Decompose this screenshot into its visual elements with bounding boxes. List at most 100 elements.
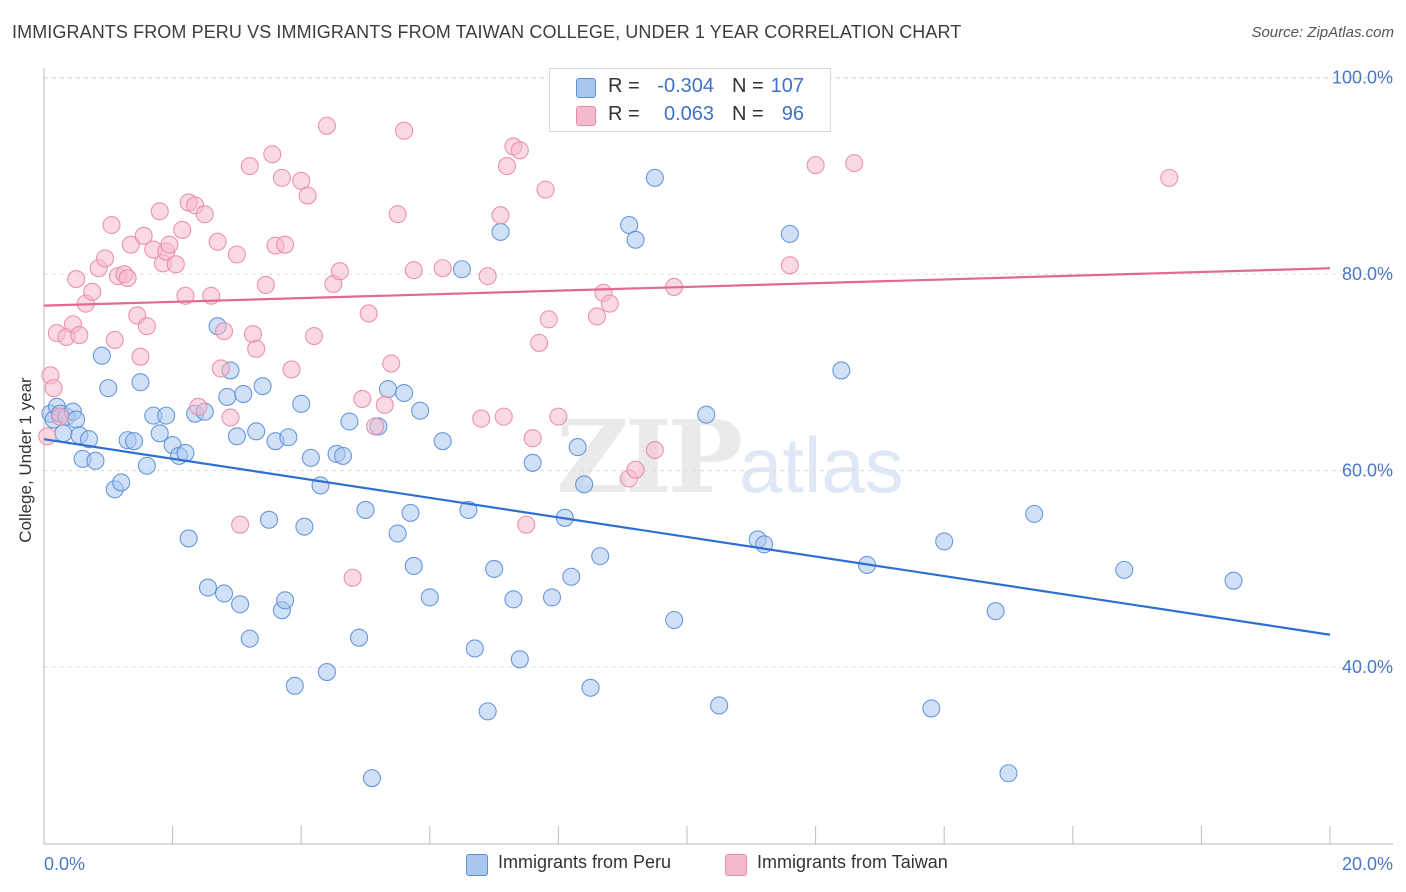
peru-point — [92, 346, 111, 365]
legend-n-value-taiwan: 96 — [781, 103, 804, 125]
taiwan-point — [530, 333, 549, 352]
taiwan-point — [70, 326, 89, 345]
peru-point — [986, 602, 1005, 621]
peru-point — [227, 427, 246, 446]
taiwan-point — [359, 304, 378, 323]
peru-point — [645, 168, 664, 187]
taiwan-point — [214, 322, 234, 341]
taiwan-point — [96, 249, 115, 268]
taiwan-point — [173, 220, 192, 239]
peru-point — [665, 610, 684, 630]
taiwan-point — [353, 389, 372, 408]
taiwan-point — [160, 235, 179, 254]
peru-point — [1115, 560, 1134, 579]
peru-point — [420, 588, 439, 607]
taiwan-point — [282, 360, 301, 379]
taiwan-point — [491, 206, 510, 225]
peru-point — [459, 500, 478, 520]
peru-point — [279, 428, 298, 447]
peru-point — [124, 432, 144, 451]
peru-point — [510, 650, 529, 669]
peru-point — [131, 373, 150, 392]
series-legend-swatch-taiwan — [725, 854, 747, 876]
y-tick-label: 100.0% — [1332, 68, 1393, 88]
peru-point — [301, 448, 320, 467]
peru-point — [198, 578, 218, 597]
trend-line-peru — [43, 438, 1331, 636]
peru-point — [350, 628, 369, 647]
legend-r-value-taiwan: 0.063 — [663, 103, 714, 125]
peru-point — [362, 769, 381, 788]
legend-n-label: N = — [732, 75, 764, 97]
peru-point — [234, 384, 253, 404]
legend-swatch-peru — [576, 78, 596, 98]
trend-line-taiwan — [43, 267, 1331, 307]
taiwan-point — [240, 157, 259, 176]
peru-point — [67, 410, 86, 429]
peru-point — [626, 230, 645, 249]
peru-point — [491, 222, 510, 241]
peru-point — [79, 430, 99, 449]
taiwan-point — [121, 235, 140, 254]
taiwan-point — [330, 262, 349, 281]
peru-point — [247, 422, 266, 441]
taiwan-point — [208, 232, 227, 251]
correlation-legend: R = -0.304 N = 107 R = 0.063 N = 96 — [549, 68, 831, 132]
peru-point — [832, 361, 851, 380]
taiwan-point — [256, 275, 275, 295]
taiwan-point — [118, 269, 137, 288]
taiwan-point — [1160, 168, 1179, 187]
peru-point — [575, 475, 594, 494]
x-tick-label: 0.0% — [44, 854, 85, 874]
taiwan-point — [626, 460, 645, 479]
taiwan-point — [382, 354, 401, 373]
peru-point — [710, 696, 729, 715]
taiwan-point — [38, 427, 57, 446]
taiwan-point — [478, 267, 497, 286]
taiwan-point — [137, 317, 156, 336]
taiwan-point — [404, 261, 423, 280]
peru-point — [86, 451, 105, 470]
peru-point — [231, 595, 250, 614]
taiwan-point — [227, 245, 246, 264]
peru-point — [542, 588, 562, 607]
taiwan-point — [150, 202, 169, 221]
taiwan-point — [549, 407, 568, 426]
peru-point — [333, 446, 353, 465]
peru-point — [276, 591, 295, 610]
taiwan-point — [211, 359, 230, 378]
peru-point — [1025, 504, 1044, 523]
peru-point — [356, 500, 375, 520]
peru-point — [433, 432, 452, 451]
taiwan-point — [510, 141, 529, 160]
taiwan-point — [536, 180, 555, 199]
taiwan-point — [539, 310, 558, 329]
legend-r-label: R = — [608, 75, 640, 97]
peru-point — [378, 380, 398, 399]
series-legend-swatch-peru — [466, 854, 488, 876]
legend-n-label: N = — [732, 103, 764, 125]
peru-point — [295, 517, 314, 536]
peru-point — [340, 412, 359, 431]
taiwan-point — [366, 417, 385, 436]
taiwan-point — [166, 255, 185, 274]
taiwan-point — [231, 515, 250, 534]
peru-point — [465, 639, 484, 658]
peru-point — [523, 453, 542, 472]
peru-point — [179, 529, 198, 548]
legend-n-value-peru: 107 — [770, 75, 804, 97]
taiwan-point — [195, 205, 214, 224]
taiwan-points — [38, 116, 1179, 587]
peru-point — [504, 590, 523, 609]
taiwan-point — [497, 157, 517, 176]
peru-point — [922, 699, 941, 718]
y-tick-label: 40.0% — [1342, 657, 1393, 677]
taiwan-point — [298, 186, 317, 205]
taiwan-point — [600, 294, 619, 313]
taiwan-point — [305, 326, 324, 346]
peru-point — [218, 387, 237, 407]
peru-point — [935, 532, 954, 551]
trend-lines — [43, 267, 1331, 636]
taiwan-point — [243, 325, 263, 344]
